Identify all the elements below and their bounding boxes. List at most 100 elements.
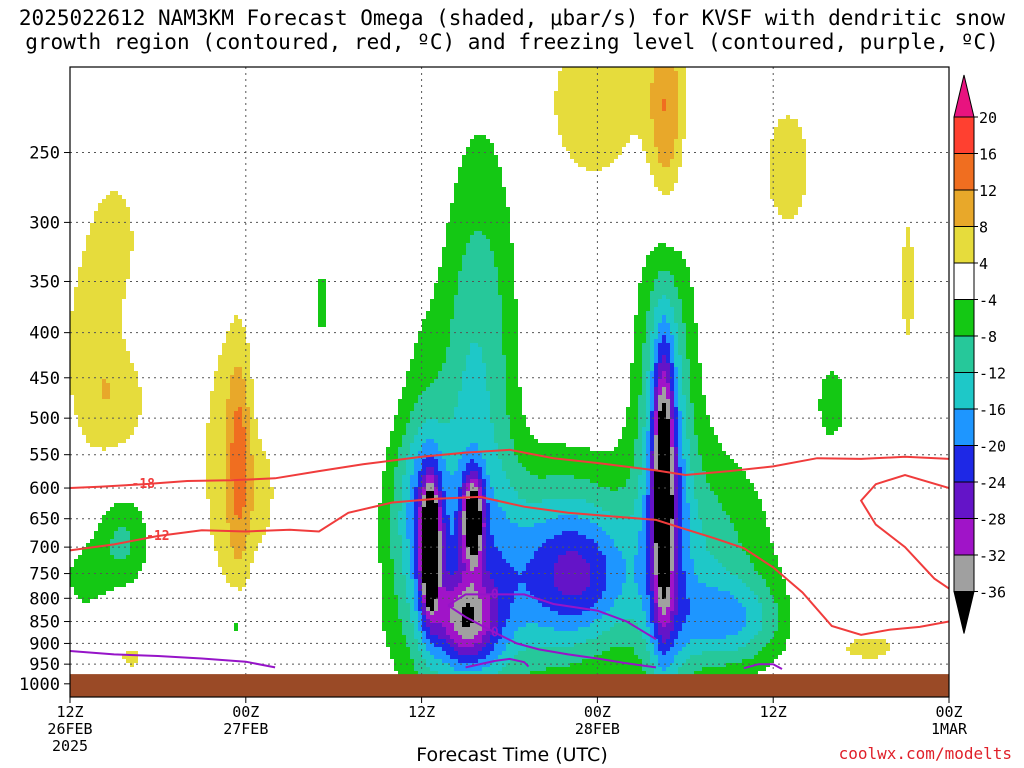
omega-cell [678, 387, 682, 391]
omega-cell [482, 475, 490, 479]
omega-cell [686, 351, 698, 355]
omega-cell [90, 539, 110, 543]
omega-cell [226, 475, 230, 479]
omega-cell [318, 311, 326, 315]
omega-cell [98, 203, 126, 207]
y-tick-label: 800 [29, 589, 60, 609]
omega-cell [770, 195, 802, 199]
omega-cell [82, 263, 130, 267]
omega-cell [654, 551, 658, 555]
omega-cell [226, 331, 246, 335]
omega-cell [390, 543, 402, 547]
omega-cell [674, 363, 682, 367]
omega-cell [762, 575, 782, 579]
omega-cell [642, 499, 646, 503]
omega-cell [506, 471, 530, 475]
omega-cell [442, 551, 446, 555]
x-axis-title: Forecast Time (UTC) [416, 744, 608, 766]
omega-cell [606, 567, 626, 571]
omega-cell [674, 383, 678, 387]
omega-cell [678, 75, 686, 79]
omega-cell [570, 151, 622, 155]
omega-cell [646, 591, 654, 595]
omega-cell [234, 435, 246, 439]
omega-cell [674, 511, 678, 515]
omega-cell [454, 603, 466, 607]
omega-cell [658, 627, 674, 631]
omega-cell [654, 651, 662, 655]
omega-cell [666, 411, 670, 415]
omega-cell [226, 471, 230, 475]
omega-cell [650, 499, 654, 503]
omega-cell [654, 383, 658, 387]
omega-cell [390, 503, 402, 507]
omega-cell [674, 559, 678, 563]
omega-cell [682, 539, 690, 543]
omega-cell [766, 579, 786, 583]
omega-cell [494, 435, 510, 439]
omega-cell [234, 499, 246, 503]
omega-cell [502, 323, 518, 327]
y-tick-label: 750 [29, 565, 60, 585]
omega-cell [462, 383, 486, 387]
omega-cell [730, 591, 754, 595]
omega-cell [774, 127, 802, 131]
omega-cell [214, 383, 230, 387]
omega-cell [254, 479, 270, 483]
omega-cell [126, 651, 138, 655]
omega-cell [394, 667, 414, 671]
omega-cell [222, 347, 250, 351]
omega-cell [462, 575, 482, 579]
omega-cell [222, 351, 250, 355]
omega-cell [562, 591, 582, 595]
omega-cell [786, 115, 790, 119]
omega-cell [410, 543, 414, 547]
omega-cell [646, 671, 654, 675]
omega-cell [378, 507, 390, 511]
omega-cell [442, 263, 462, 267]
omega-cell [658, 615, 670, 619]
omega-cell [438, 591, 462, 595]
omega-cell [226, 443, 230, 447]
omega-cell [746, 583, 766, 587]
omega-cell [822, 391, 842, 395]
omega-cell [674, 523, 678, 527]
omega-cell [410, 411, 454, 415]
omega-cell [402, 479, 410, 483]
omega-cell [246, 503, 254, 507]
omega-cell [438, 271, 458, 275]
omega-cell [110, 191, 118, 195]
freezing-contour [447, 604, 657, 669]
omega-cell [654, 535, 670, 539]
omega-cell [230, 467, 246, 471]
omega-cell [478, 447, 498, 451]
omega-cell [414, 559, 418, 563]
dgz-contour [70, 495, 949, 636]
omega-cell [214, 535, 230, 539]
omega-cell [558, 127, 654, 131]
omega-cell [434, 487, 438, 491]
omega-cell [318, 283, 326, 287]
omega-cell [682, 415, 686, 419]
omega-cell [658, 563, 670, 567]
omega-cell [638, 655, 650, 659]
omega-cell [646, 479, 650, 483]
omega-cell [762, 611, 778, 615]
omega-cell [518, 583, 526, 587]
omega-cell [474, 619, 482, 623]
omega-cell [490, 247, 514, 251]
omega-cell [438, 503, 442, 507]
omega-cell [646, 483, 650, 487]
omega-cell [682, 439, 690, 443]
dgz-contour-label: -12 [146, 529, 169, 544]
omega-cell [538, 599, 598, 603]
omega-cell [246, 455, 254, 459]
omega-cell [678, 423, 682, 427]
omega-cell [382, 619, 402, 623]
omega-cell [398, 447, 410, 451]
omega-cell [490, 475, 506, 479]
omega-cell [394, 563, 402, 567]
omega-cell [494, 427, 510, 431]
omega-cell [650, 363, 654, 367]
dgz-contour [859, 473, 949, 590]
